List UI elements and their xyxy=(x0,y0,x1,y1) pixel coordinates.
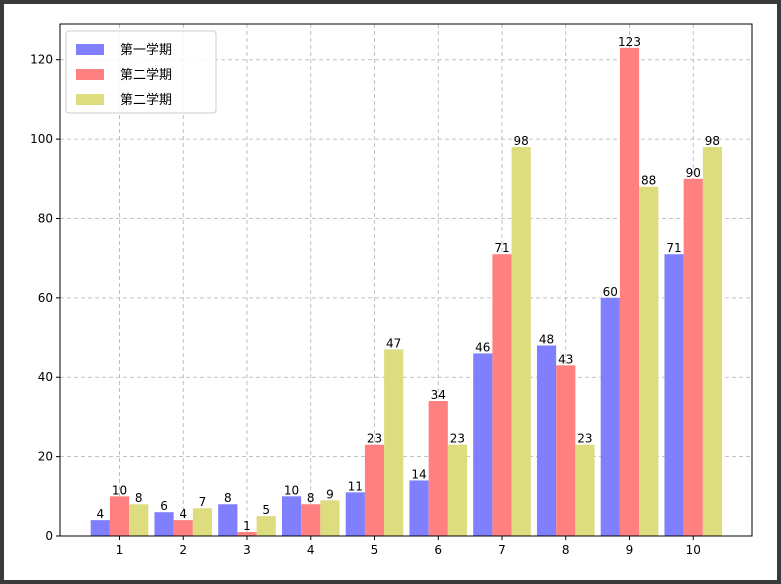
bar-value-label: 8 xyxy=(307,491,315,505)
bar xyxy=(192,508,213,536)
x-tick-label: 1 xyxy=(116,543,124,557)
bar-value-label: 6 xyxy=(160,499,168,513)
y-tick-label: 80 xyxy=(38,211,53,225)
x-tick-label: 2 xyxy=(179,543,187,557)
y-tick-label: 40 xyxy=(38,370,53,384)
bar-value-label: 1 xyxy=(243,519,251,533)
bar-value-label: 123 xyxy=(618,35,641,49)
bar-value-label: 7 xyxy=(199,495,207,509)
bar-value-label: 47 xyxy=(386,336,401,350)
bar-value-label: 98 xyxy=(705,134,720,148)
bar-value-label: 43 xyxy=(558,352,573,366)
legend-swatch xyxy=(76,69,104,80)
bar xyxy=(281,496,302,536)
y-tick-label: 100 xyxy=(30,132,53,146)
bar xyxy=(556,365,576,536)
bar xyxy=(154,512,174,536)
y-tick-label: 60 xyxy=(38,291,53,305)
bar xyxy=(447,444,468,536)
legend-swatch xyxy=(76,94,104,105)
y-tick-label: 0 xyxy=(45,529,53,543)
bar xyxy=(384,349,404,536)
bars xyxy=(90,47,723,537)
legend-label: 第二学期 xyxy=(120,67,172,83)
plot-frame xyxy=(59,23,753,537)
legend-label: 第二学期 xyxy=(120,92,172,108)
bar xyxy=(639,186,659,536)
chart-figure: 4 6 8 10 11 14 46 48 60 71 10 4 1 8 23 34 71 43 123 90 8 7 5 9 4… xyxy=(4,4,777,580)
x-tick-label: 9 xyxy=(626,543,634,557)
x-tick-label: 3 xyxy=(243,543,251,557)
bar-value-label: 4 xyxy=(179,507,187,521)
legend-swatch xyxy=(76,44,104,55)
bar xyxy=(301,504,321,536)
bar xyxy=(473,353,493,536)
x-tick-label: 7 xyxy=(498,543,506,557)
bar xyxy=(428,401,448,536)
bar-value-label: 23 xyxy=(450,432,465,446)
y-tick-label: 20 xyxy=(38,450,53,464)
bar-value-label: 71 xyxy=(666,241,681,255)
bar-value-label: 88 xyxy=(641,174,656,188)
bar-value-label: 23 xyxy=(577,432,592,446)
bar xyxy=(109,496,130,536)
bar-value-label: 34 xyxy=(431,388,446,402)
bar-value-label: 8 xyxy=(224,491,232,505)
bar xyxy=(536,345,557,536)
bar-value-label: 71 xyxy=(494,241,509,255)
bar xyxy=(237,532,257,536)
bar xyxy=(683,178,703,536)
bar xyxy=(600,297,620,536)
bar-value-label: 8 xyxy=(135,491,143,505)
bar-value-label: 9 xyxy=(326,487,334,501)
bar xyxy=(619,47,640,536)
bar-value-label: 46 xyxy=(475,340,490,354)
bar-value-label: 14 xyxy=(411,467,426,481)
x-tick-label: 4 xyxy=(307,543,315,557)
y-tick-label: 120 xyxy=(30,53,53,67)
bar xyxy=(173,520,193,536)
bar xyxy=(575,444,595,536)
legend-label: 第一学期 xyxy=(120,42,172,58)
bar-value-label: 90 xyxy=(686,166,701,180)
x-tick-label: 10 xyxy=(686,543,701,557)
bar-value-label: 10 xyxy=(284,483,299,497)
bar xyxy=(664,254,684,537)
bar xyxy=(492,254,512,537)
bar-value-label: 11 xyxy=(348,479,363,493)
bar xyxy=(320,500,340,536)
bar xyxy=(364,444,385,536)
bar xyxy=(129,504,149,536)
bar xyxy=(702,147,723,536)
bar-value-label: 60 xyxy=(603,285,618,299)
bar-value-label: 10 xyxy=(112,483,127,497)
bar xyxy=(218,504,238,536)
x-tick-label: 8 xyxy=(562,543,570,557)
bar xyxy=(511,147,531,536)
bar xyxy=(90,520,110,536)
bar-value-label: 5 xyxy=(262,503,270,517)
bar-value-label: 23 xyxy=(367,432,382,446)
bar-value-label: 98 xyxy=(514,134,529,148)
bar-value-label: 48 xyxy=(539,332,554,346)
bar xyxy=(409,480,429,536)
bar-value-label: 4 xyxy=(96,507,104,521)
bar xyxy=(256,516,276,536)
x-tick-label: 5 xyxy=(371,543,379,557)
x-tick-label: 6 xyxy=(434,543,442,557)
bar xyxy=(345,492,365,536)
